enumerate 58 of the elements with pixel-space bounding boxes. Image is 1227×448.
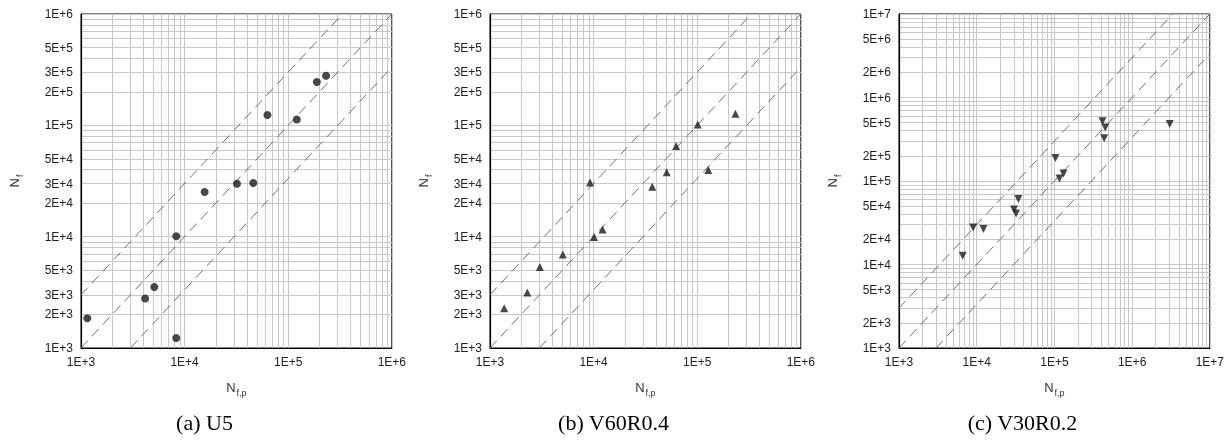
y-tick-label: 2E+4 [862, 232, 892, 247]
x-tick-label: 1E+6 [377, 355, 407, 369]
y-tick-label: 2E+3 [453, 307, 483, 322]
y-tick-label: 5E+6 [862, 32, 892, 47]
text: (a) U5 [176, 409, 233, 435]
y-tick-label: 1E+3 [453, 341, 483, 355]
y-tick-label: 3E+4 [44, 176, 74, 191]
x-tick-label: 1E+6 [786, 355, 816, 369]
y-tick-label: 5E+3 [862, 282, 892, 297]
y-tick-label: 1E+5 [453, 118, 483, 133]
y-tick-label: 2E+6 [862, 65, 892, 80]
y-tick-label: 1E+5 [44, 118, 74, 133]
y-tick-label: 5E+4 [453, 151, 483, 166]
x-tick-label: 1E+4 [579, 355, 609, 369]
y-tick-label: 5E+3 [453, 263, 483, 278]
y-tick-label: 5E+3 [44, 263, 74, 278]
y-tick-label: 1E+4 [453, 229, 483, 244]
y-tick-label: 5E+4 [862, 199, 892, 214]
y-tick-label: 1E+6 [44, 7, 74, 21]
y-tick-label: 1E+6 [862, 90, 892, 105]
x-tick-label: 1E+6 [1117, 355, 1147, 369]
y-tick-label: 2E+5 [44, 84, 74, 99]
x-tick-label: 1E+4 [962, 355, 992, 369]
y-tick-label: 2E+5 [453, 84, 483, 99]
x-tick-label: 1E+3 [884, 355, 914, 369]
y-tick-label: 2E+5 [862, 148, 892, 163]
y-tick-label: 1E+4 [862, 257, 892, 272]
y-tick-label: 2E+3 [44, 307, 74, 322]
x-tick-label: 1E+5 [274, 355, 303, 369]
y-tick-label: 3E+5 [44, 65, 74, 80]
y-tick-label: 3E+5 [453, 65, 483, 80]
text: (c) V30R0.2 [967, 409, 1078, 435]
y-tick-label: 2E+4 [453, 196, 483, 211]
y-tick-label: 5E+5 [862, 115, 892, 130]
y-tick-label: 3E+3 [44, 287, 74, 302]
y-tick-label: 3E+3 [453, 287, 483, 302]
y-tick-label: 1E+7 [862, 7, 892, 21]
x-tick-label: 1E+5 [683, 355, 712, 369]
y-tick-label: 2E+3 [862, 315, 892, 330]
y-tick-label: 1E+5 [862, 174, 892, 188]
x-tick-label: 1E+4 [170, 355, 200, 369]
x-tick-label: 1E+5 [1040, 355, 1069, 369]
y-tick-label: 5E+5 [453, 40, 483, 55]
y-tick-label: 3E+4 [453, 176, 483, 191]
y-tick-label: 1E+3 [862, 341, 892, 355]
y-axis-title: Nf [7, 174, 25, 188]
y-axis-title: Nf [416, 174, 434, 188]
x-tick-label: 1E+3 [475, 355, 505, 369]
x-tick-label: 1E+3 [66, 355, 96, 369]
y-tick-label: 5E+4 [44, 151, 74, 166]
y-tick-label: 5E+5 [44, 40, 74, 55]
y-tick-label: 1E+6 [453, 7, 483, 21]
x-tick-label: 1E+7 [1195, 355, 1225, 369]
text: (b) V60R0.4 [558, 409, 669, 435]
y-tick-label: 2E+4 [44, 196, 74, 211]
y-axis-title: Nf [825, 174, 843, 188]
y-tick-label: 1E+4 [44, 229, 74, 244]
y-tick-label: 1E+3 [44, 341, 74, 355]
